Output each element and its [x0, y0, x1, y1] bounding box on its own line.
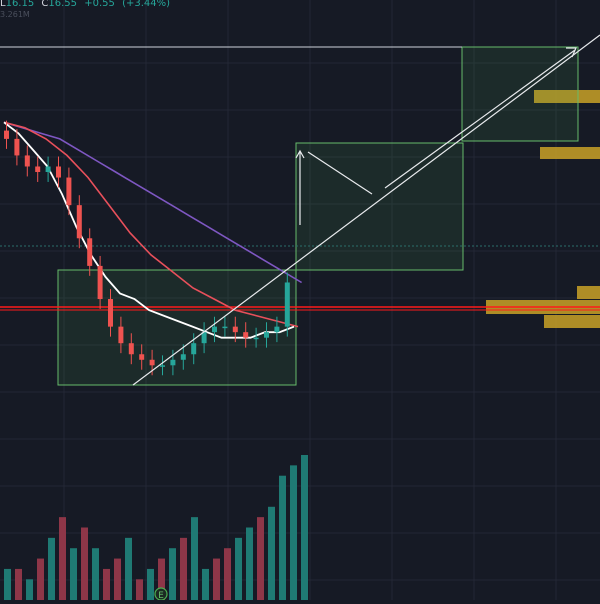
- low-label: L: [0, 0, 6, 9]
- volume-bar: [268, 506, 275, 600]
- projection-box: [57, 269, 297, 386]
- volume-bar: [114, 558, 121, 600]
- volume-bar: [48, 537, 55, 600]
- sma-mid-line: [3, 121, 299, 328]
- volume-bar: [158, 558, 165, 600]
- change-value: +0.55: [84, 0, 115, 9]
- projection-boxes[interactable]: [0, 46, 600, 386]
- candle-body: [180, 354, 186, 360]
- candle-body: [160, 365, 165, 367]
- volume-bar: [103, 568, 110, 600]
- candle-body: [191, 343, 197, 355]
- volume-bar: [202, 568, 209, 600]
- trendlines[interactable]: [132, 34, 600, 386]
- volume-bar: [59, 517, 66, 600]
- volume-bar: [257, 517, 264, 600]
- candle-body: [66, 177, 72, 206]
- candle-body: [35, 166, 41, 173]
- earnings-label: E: [158, 591, 164, 600]
- volume-profile-bar: [544, 315, 600, 328]
- candle-body: [170, 359, 176, 366]
- volume-bar: [246, 527, 253, 600]
- candles: [4, 120, 290, 376]
- candle-body: [108, 299, 113, 327]
- volume-bar: [26, 579, 33, 600]
- change-percent: (+3.44%): [122, 0, 171, 9]
- support-trendline: [132, 34, 600, 386]
- volume-bar: [136, 579, 143, 600]
- candle-body: [56, 166, 61, 178]
- volume-bars: [4, 455, 308, 600]
- sma-slow-line: [3, 121, 303, 284]
- projection-box: [461, 46, 579, 142]
- candle-body: [212, 326, 217, 333]
- candle-body: [253, 337, 259, 340]
- ohlc-legend: L16.15 C16.55 +0.55 (+3.44%): [0, 0, 174, 11]
- close-value: 16.55: [48, 0, 78, 9]
- volume-bar: [147, 568, 154, 600]
- volume-bar: [81, 527, 88, 600]
- projection-box: [295, 142, 464, 271]
- candle-body: [118, 326, 124, 344]
- candle-body: [97, 265, 103, 300]
- volume-bar: [290, 465, 297, 600]
- candle-body: [128, 343, 134, 355]
- volume-legend: 3.261M: [0, 10, 30, 19]
- candle-body: [274, 326, 280, 333]
- volume-bar: [92, 548, 99, 600]
- volume-bar: [235, 537, 242, 600]
- path-projection: [295, 149, 373, 225]
- volume-bar: [279, 475, 286, 600]
- candle-body: [14, 138, 20, 156]
- volume-bar: [301, 455, 308, 600]
- candle-body: [24, 155, 30, 167]
- candle-body: [149, 359, 155, 366]
- volume-bar: [4, 568, 11, 600]
- projection-arrow-line: [384, 49, 576, 189]
- candle-body: [4, 130, 9, 139]
- event-markers[interactable]: E: [154, 587, 168, 601]
- volume-profile-bar: [534, 90, 600, 103]
- volume-bar: [37, 558, 44, 600]
- volume-profile-bar: [577, 286, 600, 299]
- candle-body: [222, 326, 228, 329]
- volume-bar: [169, 548, 176, 600]
- volume-profile-bar: [540, 147, 600, 159]
- close-label: C: [41, 0, 49, 9]
- volume-bar: [180, 537, 187, 600]
- low-value: 16.15: [5, 0, 35, 9]
- candle-body: [76, 205, 82, 239]
- volume-bar: [213, 558, 220, 600]
- arrow-head: [566, 47, 577, 58]
- volume-bar: [15, 568, 22, 600]
- volume-bar: [224, 548, 231, 600]
- candle-body: [45, 166, 51, 173]
- candle-body: [232, 326, 238, 333]
- volume-bar: [70, 548, 77, 600]
- candle-body: [201, 332, 207, 344]
- candle-body: [243, 332, 249, 338]
- volume-bar: [125, 537, 132, 600]
- candle-body: [139, 354, 145, 360]
- candle-body: [284, 282, 290, 327]
- candle-body: [87, 238, 93, 266]
- volume-bar: [191, 517, 198, 600]
- candle-body: [264, 332, 269, 338]
